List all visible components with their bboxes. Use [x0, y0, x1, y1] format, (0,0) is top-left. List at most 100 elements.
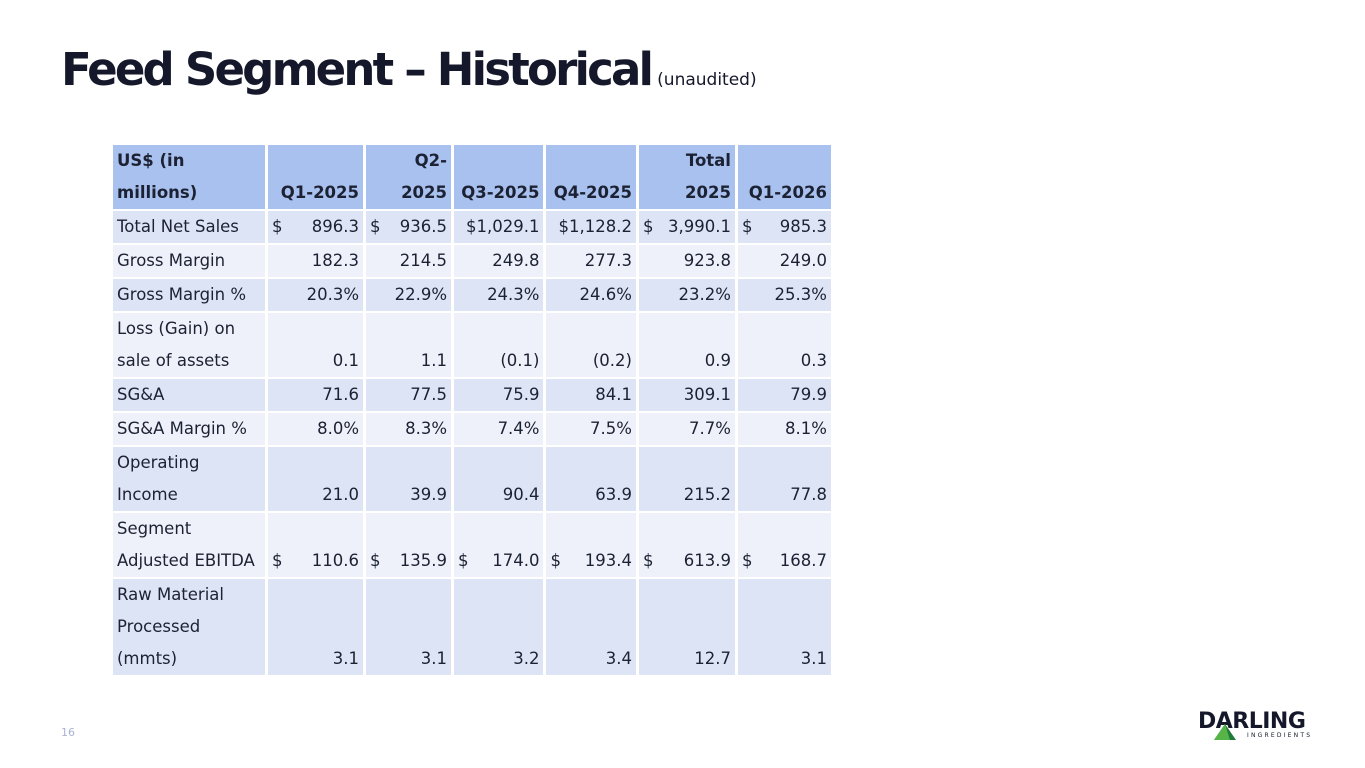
cell-value: 0.1 — [332, 351, 359, 370]
table-cell: 22.9% — [366, 279, 451, 311]
cell-value: $1,029.1 — [466, 217, 540, 236]
cell-value: 985.3 — [779, 217, 827, 236]
table-row: Loss (Gain) on sale of assets 0.1 1.1 (0.1)… — [113, 313, 831, 377]
cell-value: 79.9 — [790, 385, 827, 404]
table-row: Gross Margin % 20.3% 22.9% 24.3% 24.6% 23.2% 2… — [113, 279, 831, 311]
table-cell: 309.1 — [638, 379, 735, 411]
cell-value: 77.8 — [790, 485, 827, 504]
currency-symbol: $ — [272, 217, 283, 236]
row-label: Loss (Gain) on sale of assets — [113, 313, 265, 377]
table-header-row: US$ (in millions) Q1-2025 Q2-2025 Q3-202… — [113, 145, 831, 209]
table-cell: (0.1) — [454, 313, 544, 377]
table-cell: 7.5% — [546, 413, 636, 445]
cell-value: 3.4 — [605, 649, 632, 668]
row-label: Segment Adjusted EBITDA — [113, 513, 265, 577]
cell-value: 613.9 — [683, 551, 731, 570]
cell-value: 0.3 — [800, 351, 827, 370]
row-label: Raw Material Processed (mmts) — [113, 579, 265, 675]
table-cell: 3.4 — [546, 579, 636, 675]
table-cell: $193.4 — [546, 513, 636, 577]
header-col-q1-2026: Q1-2026 — [737, 145, 831, 209]
table-row: Operating Income 21.0 39.9 90.4 63.9 215.2 77.… — [113, 447, 831, 511]
table-row: Gross Margin 182.3 214.5 249.8 277.3 923.8 249… — [113, 245, 831, 277]
table-cell: 0.3 — [737, 313, 831, 377]
table-cell: 3.1 — [366, 579, 451, 675]
table-cell: $985.3 — [737, 211, 831, 243]
cell-value: 215.2 — [683, 485, 731, 504]
table-cell: 3.1 — [268, 579, 363, 675]
table-cell: 249.8 — [454, 245, 544, 277]
currency-symbol: $ — [272, 551, 283, 570]
cell-value: 3,990.1 — [667, 217, 731, 236]
cell-value: 25.3% — [774, 285, 827, 304]
header-col-q1-2025: Q1-2025 — [268, 145, 363, 209]
cell-value: 135.9 — [399, 551, 447, 570]
table-cell: 923.8 — [638, 245, 735, 277]
table-cell: 8.3% — [366, 413, 451, 445]
table-cell: 23.2% — [638, 279, 735, 311]
cell-value: (0.2) — [592, 351, 632, 370]
table-cell: 8.0% — [268, 413, 363, 445]
row-label: Gross Margin — [113, 245, 265, 277]
cell-value: 71.6 — [322, 385, 359, 404]
table-cell: 24.6% — [546, 279, 636, 311]
cell-value: 8.3% — [405, 419, 447, 438]
table-cell: $174.0 — [454, 513, 544, 577]
table-cell: 0.9 — [638, 313, 735, 377]
row-label: SG&A — [113, 379, 265, 411]
header-col-q3-2025: Q3-2025 — [454, 145, 544, 209]
table-cell: 90.4 — [454, 447, 544, 511]
cell-value: 8.1% — [785, 419, 827, 438]
cell-value: 182.3 — [311, 251, 359, 270]
table-cell: $110.6 — [268, 513, 363, 577]
table-cell: 3.1 — [737, 579, 831, 675]
table-row: Raw Material Processed (mmts) 3.1 3.1 3.2 3.… — [113, 579, 831, 675]
cell-value: 75.9 — [502, 385, 540, 404]
table-cell: $1,128.2 — [546, 211, 636, 243]
table-cell: 249.0 — [737, 245, 831, 277]
table-cell: 7.7% — [638, 413, 735, 445]
currency-symbol: $ — [458, 551, 469, 570]
cell-value: 3.1 — [332, 649, 359, 668]
table-cell: 277.3 — [546, 245, 636, 277]
currency-symbol: $ — [370, 217, 381, 236]
table-cell: 21.0 — [268, 447, 363, 511]
cell-value: 193.4 — [584, 551, 632, 570]
cell-value: 77.5 — [410, 385, 447, 404]
slide-subtitle: (unaudited) — [657, 70, 757, 90]
table-row: Segment Adjusted EBITDA $110.6 $135.9 $174.… — [113, 513, 831, 577]
row-label: Gross Margin % — [113, 279, 265, 311]
cell-value: 84.1 — [595, 385, 632, 404]
table-cell: 39.9 — [366, 447, 451, 511]
currency-symbol: $ — [741, 217, 753, 236]
logo-wordmark: DARLING — [1198, 709, 1306, 734]
table-cell: 182.3 — [268, 245, 363, 277]
table-cell: $936.5 — [366, 211, 451, 243]
slide-title-text: Feed Segment – Historical — [61, 43, 654, 96]
cell-value: 24.3% — [487, 285, 540, 304]
table-cell: 84.1 — [546, 379, 636, 411]
cell-value: 249.8 — [492, 251, 540, 270]
table-cell: 71.6 — [268, 379, 363, 411]
table-cell: (0.2) — [546, 313, 636, 377]
table-cell: 1.1 — [366, 313, 451, 377]
page-number: 16 — [61, 726, 75, 739]
logo-tagline: INGREDIENTS — [1247, 732, 1313, 739]
table-cell: $3,990.1 — [638, 211, 735, 243]
cell-value: 7.5% — [590, 419, 632, 438]
cell-value: 277.3 — [584, 251, 632, 270]
table-row: SG&A Margin % 8.0% 8.3% 7.4% 7.5% 7.7% 8.1% — [113, 413, 831, 445]
currency-symbol: $ — [642, 217, 654, 236]
table-cell: 20.3% — [268, 279, 363, 311]
cell-value: 39.9 — [410, 485, 447, 504]
header-col-total-2025: Total 2025 — [638, 145, 735, 209]
slide-title: Feed Segment – Historical (unaudited) — [61, 40, 757, 110]
logo-leaf-icon — [1214, 724, 1236, 740]
cell-value: 23.2% — [678, 285, 731, 304]
cell-value: 90.4 — [502, 485, 540, 504]
cell-value: $1,128.2 — [558, 217, 632, 236]
cell-value: (0.1) — [500, 351, 540, 370]
cell-value: 8.0% — [317, 419, 359, 438]
cell-value: 174.0 — [492, 551, 540, 570]
table-cell: 63.9 — [546, 447, 636, 511]
